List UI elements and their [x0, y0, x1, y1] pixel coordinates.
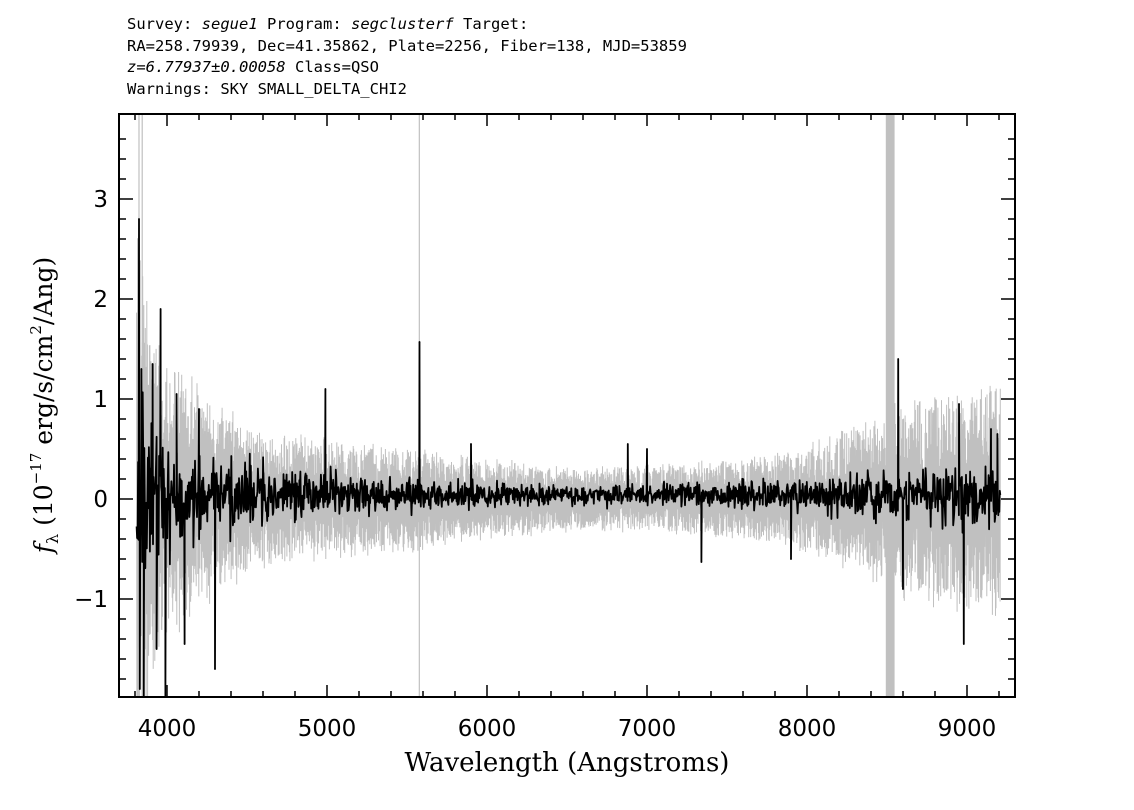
flux-feature-point — [139, 688, 141, 690]
flux-line — [135, 218, 1002, 697]
flux-feature-point — [990, 428, 992, 430]
flux-feature-point — [138, 218, 140, 220]
x-tick-label: 9000 — [938, 716, 997, 742]
flux-feature-point — [700, 561, 703, 563]
header-line-4: Warnings: SKY SMALL_DELTA_CHI2 — [127, 79, 407, 98]
y-tick-label: 3 — [93, 187, 108, 213]
y-label-sub: λ — [43, 534, 62, 544]
flux-feature-point — [902, 588, 904, 590]
flux-feature-point — [214, 668, 216, 670]
flux-feature-point — [324, 388, 327, 390]
y-tick-label: 2 — [93, 287, 108, 313]
flux-feature-point — [140, 368, 143, 370]
flux-feature-point — [897, 358, 899, 360]
y-tick-label: −1 — [74, 587, 108, 613]
redshift-value: z=6.77937±0.00058 — [127, 58, 286, 76]
x-tick-label: 6000 — [458, 716, 517, 742]
header-line-2: RA=258.79939, Dec=41.35862, Plate=2256, … — [127, 36, 687, 55]
noise-series — [136, 114, 1001, 697]
flux-feature-point — [627, 443, 629, 445]
flux-feature-point — [646, 448, 648, 450]
y-tick-label: 0 — [93, 487, 108, 513]
survey-label: Survey: — [127, 15, 193, 33]
flux-feature-point — [958, 403, 960, 405]
x-axis: 4000 5000 6000 7000 8000 9000 — [134, 114, 1000, 742]
y-label-mid: (10 — [29, 484, 58, 534]
y-label-units: erg/s/cm — [29, 334, 58, 452]
x-tick-label: 8000 — [778, 716, 837, 742]
x-tick-label: 5000 — [298, 716, 357, 742]
class-value: Class=QSO — [294, 58, 379, 76]
plot-frame — [118, 113, 1016, 698]
spectrum-header: Survey: segue1 Program: segclusterf Targ… — [127, 14, 687, 100]
y-label-f: f — [29, 540, 58, 555]
flux-feature-point — [996, 433, 999, 435]
program-label: Program: — [267, 15, 342, 33]
x-axis-label: Wavelength (Angstroms) — [405, 748, 730, 778]
flux-feature-point — [963, 643, 965, 645]
y-tick-label: 1 — [93, 387, 108, 413]
flux-feature-point — [159, 308, 162, 310]
flux-feature-point — [418, 341, 421, 343]
x-tick-label: 4000 — [138, 716, 197, 742]
y-axis-label: fλ (10−17 erg/s/cm2/Ang) — [27, 257, 62, 556]
flux-feature-point — [183, 643, 186, 645]
flux-feature-point — [155, 648, 158, 650]
target-label: Target: — [463, 15, 529, 33]
y-label-end: /Ang) — [29, 257, 58, 325]
y-axis: −1 0 1 2 3 — [74, 138, 1015, 680]
x-tick-label: 7000 — [618, 716, 677, 742]
y-label-sq: 2 — [27, 325, 45, 335]
flux-feature-point — [470, 443, 472, 445]
flux-feature-point — [151, 363, 154, 365]
survey-value: segue1 — [201, 15, 258, 33]
header-line-1: Survey: segue1 Program: segclusterf Targ… — [127, 14, 687, 36]
y-label-exp: −17 — [27, 453, 45, 485]
flux-feature-point — [198, 408, 200, 410]
program-value: segclusterf — [351, 15, 454, 33]
flux-feature-point — [175, 393, 178, 395]
header-line-3: z=6.77937±0.00058 Class=QSO — [127, 57, 687, 79]
flux-feature-point — [790, 558, 792, 560]
